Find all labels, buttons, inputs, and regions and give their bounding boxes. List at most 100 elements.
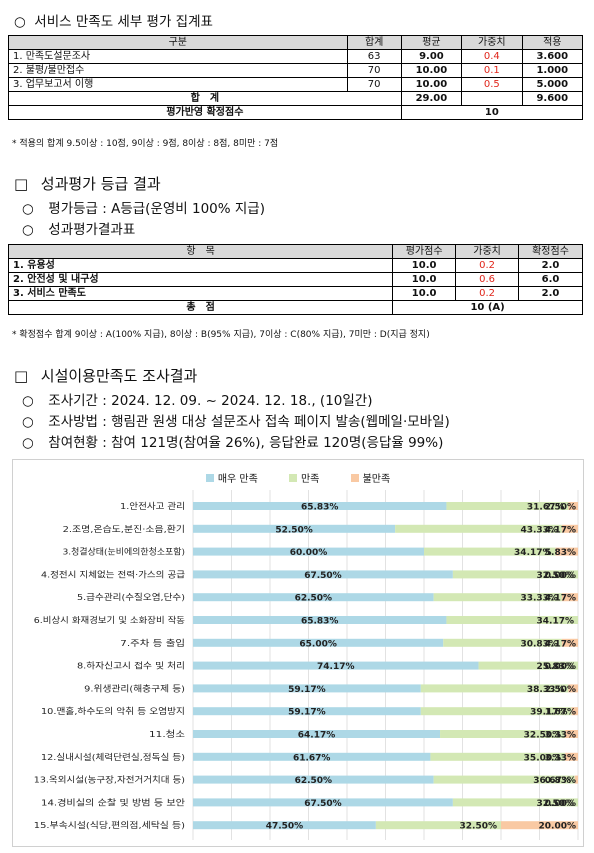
section2-note: * 확정점수 합계 9이상 : A(100% 지급), 8이상 : B(95% … — [12, 330, 430, 340]
section1-note: * 적용의 합계 9.5이상 : 10점, 9이상 : 9점, 8이상 : 8점… — [12, 139, 279, 149]
bar-segment — [420, 707, 572, 716]
table-row: 3. 서비스 만족도 10.0 0.2 2.0 — [7, 286, 583, 301]
table-row: 3. 업무보고서 이행 70 10.00 0.5 5.000 — [8, 77, 584, 92]
section2-heading: □ 성과평가 등급 결과 — [14, 173, 161, 194]
survey-period: ○ 조사기간 : 2024. 12. 09. ~ 2024. 12. 18., … — [22, 389, 372, 409]
data-label: 0.83% — [545, 776, 576, 786]
col-header-applied: 적용 — [521, 35, 584, 50]
data-label: 59.17% — [288, 708, 326, 718]
row-score: 10.0 — [392, 258, 457, 273]
circle-bullet-icon: ○ — [14, 14, 26, 30]
data-label: 60.00% — [290, 548, 328, 558]
legend-label: 불만족 — [362, 474, 391, 485]
data-label: 36.67% — [533, 776, 571, 786]
data-label: 32.50% — [460, 822, 498, 832]
total-avg: 29.00 — [400, 91, 463, 106]
bar-segment — [193, 752, 431, 761]
grade-line: ○ 평가등급 : A등급(운영비 100% 지급) — [22, 197, 265, 217]
row-weight: 0.6 — [455, 272, 520, 287]
row-weight: 0.2 — [455, 258, 520, 273]
data-label: 33.33% — [520, 594, 558, 604]
col-header-weight: 가중치 — [461, 35, 523, 50]
survey-method: ○ 조사방법 : 행림관 원생 대상 설문조사 접속 페이지 발송(웹메일·모바… — [22, 410, 450, 430]
data-label: 0.00% — [545, 799, 576, 809]
col-header-final: 확정점수 — [518, 244, 583, 259]
result-table-title: ○ 성과평가결과표 — [22, 218, 135, 238]
category-label: 4.정전시 지체없는 전력·가스의 공급 — [41, 569, 185, 579]
data-label: 3.33% — [545, 753, 576, 763]
data-label: 0.00% — [545, 662, 576, 672]
data-label: 20.00% — [539, 822, 577, 832]
total-row: 총 점 10 (A) — [7, 300, 583, 315]
row-avg: 10.00 — [400, 63, 463, 78]
final-value: 10 — [400, 105, 584, 120]
bar-segment — [430, 752, 566, 761]
data-label: 4.17% — [545, 594, 576, 604]
data-label: 67.50% — [304, 571, 342, 581]
bar-segment — [193, 661, 479, 670]
circle-bullet-icon: ○ — [22, 435, 34, 451]
section3-heading: □ 시설이용만족도 조사결과 — [14, 365, 197, 386]
row-name: 3. 서비스 만족도 — [7, 286, 394, 301]
bar-segment — [193, 502, 447, 510]
bar-segment — [433, 593, 562, 602]
data-label: 3.33% — [545, 731, 576, 741]
row-applied: 3.600 — [521, 49, 584, 64]
survey-participation-text: 참여현황 : 참여 121명(참여율 26%), 응답완료 120명(응답율 9… — [48, 435, 444, 451]
row-score: 10.0 — [392, 272, 457, 287]
section3-title: 시설이용만족도 조사결과 — [40, 367, 198, 385]
bar-segment — [574, 775, 578, 784]
category-label: 2.조명,온습도,분진·소음,환기 — [63, 524, 185, 534]
table-row: 1. 만족도설문조사 63 9.00 0.4 3.600 — [8, 49, 584, 64]
data-label: 67.50% — [304, 799, 342, 809]
circle-bullet-icon: ○ — [22, 414, 34, 430]
row-final: 6.0 — [518, 272, 583, 287]
data-label: 38.33% — [527, 685, 565, 695]
row-weight: 0.4 — [461, 49, 523, 64]
bar-segment — [193, 798, 453, 807]
data-label: 31.67% — [527, 503, 565, 513]
total-row: 합 계 29.00 9.600 — [8, 91, 584, 106]
total-value: 10 (A) — [392, 300, 583, 315]
section2-title: 성과평가 등급 결과 — [40, 175, 161, 193]
survey-method-text: 조사방법 : 행림관 원생 대상 설문조사 접속 페이지 발송(웹메일·모바일) — [48, 414, 450, 430]
section1-title: 서비스 만족도 세부 평가 집계표 — [34, 14, 213, 30]
legend-label: 만족 — [300, 474, 320, 485]
category-label: 13.옥외시설(농구장,자전거거치대 등) — [34, 775, 185, 785]
row-name: 3. 업무보고서 이행 — [8, 77, 348, 92]
data-label: 47.50% — [266, 822, 304, 832]
row-applied: 1.000 — [521, 63, 584, 78]
category-label: 11.청소 — [149, 729, 185, 739]
category-label: 15.부속시설(식당,편의점,세탁실 등) — [34, 820, 185, 830]
data-label: 0.00% — [545, 571, 576, 581]
bar-segment — [193, 684, 421, 693]
bar-segment — [478, 661, 578, 670]
data-label: 32.50% — [524, 731, 562, 741]
data-label: 25.83% — [537, 662, 575, 672]
bar-segment — [193, 638, 444, 647]
data-label: 34.17% — [537, 617, 575, 627]
col-header-item: 항 목 — [7, 244, 394, 259]
row-score: 10.0 — [392, 286, 457, 301]
bar-segment — [501, 821, 578, 830]
category-label: 3.청결상태(눈비에의한청소포함) — [63, 547, 185, 557]
data-label: 32.50% — [537, 799, 575, 809]
bar-segment — [446, 502, 569, 510]
bar-segment — [193, 707, 421, 716]
category-label: 1.안전사고 관리 — [120, 501, 185, 511]
bar-segment — [193, 821, 376, 830]
category-label: 14.경비실의 순찰 및 방범 등 보안 — [41, 797, 185, 807]
bar-segment — [568, 502, 578, 510]
data-label: 34.17% — [514, 548, 552, 558]
survey-participation: ○ 참여현황 : 참여 121명(참여율 26%), 응답완료 120명(응답율… — [22, 431, 443, 451]
col-header-category: 구분 — [8, 35, 348, 50]
row-name: 2. 불평/불만접수 — [8, 63, 348, 78]
bar-segment — [446, 616, 578, 624]
bar-segment — [424, 547, 556, 556]
category-label: 10.맨홀,하수도의 악취 등 오염방지 — [41, 706, 185, 716]
category-label: 9.위생관리(해충구제 등) — [84, 683, 185, 693]
category-label: 7.주차 등 출입 — [120, 638, 185, 648]
bar-segment — [561, 638, 578, 647]
col-header-avg: 평균 — [400, 35, 463, 50]
legend-swatch — [205, 474, 214, 482]
